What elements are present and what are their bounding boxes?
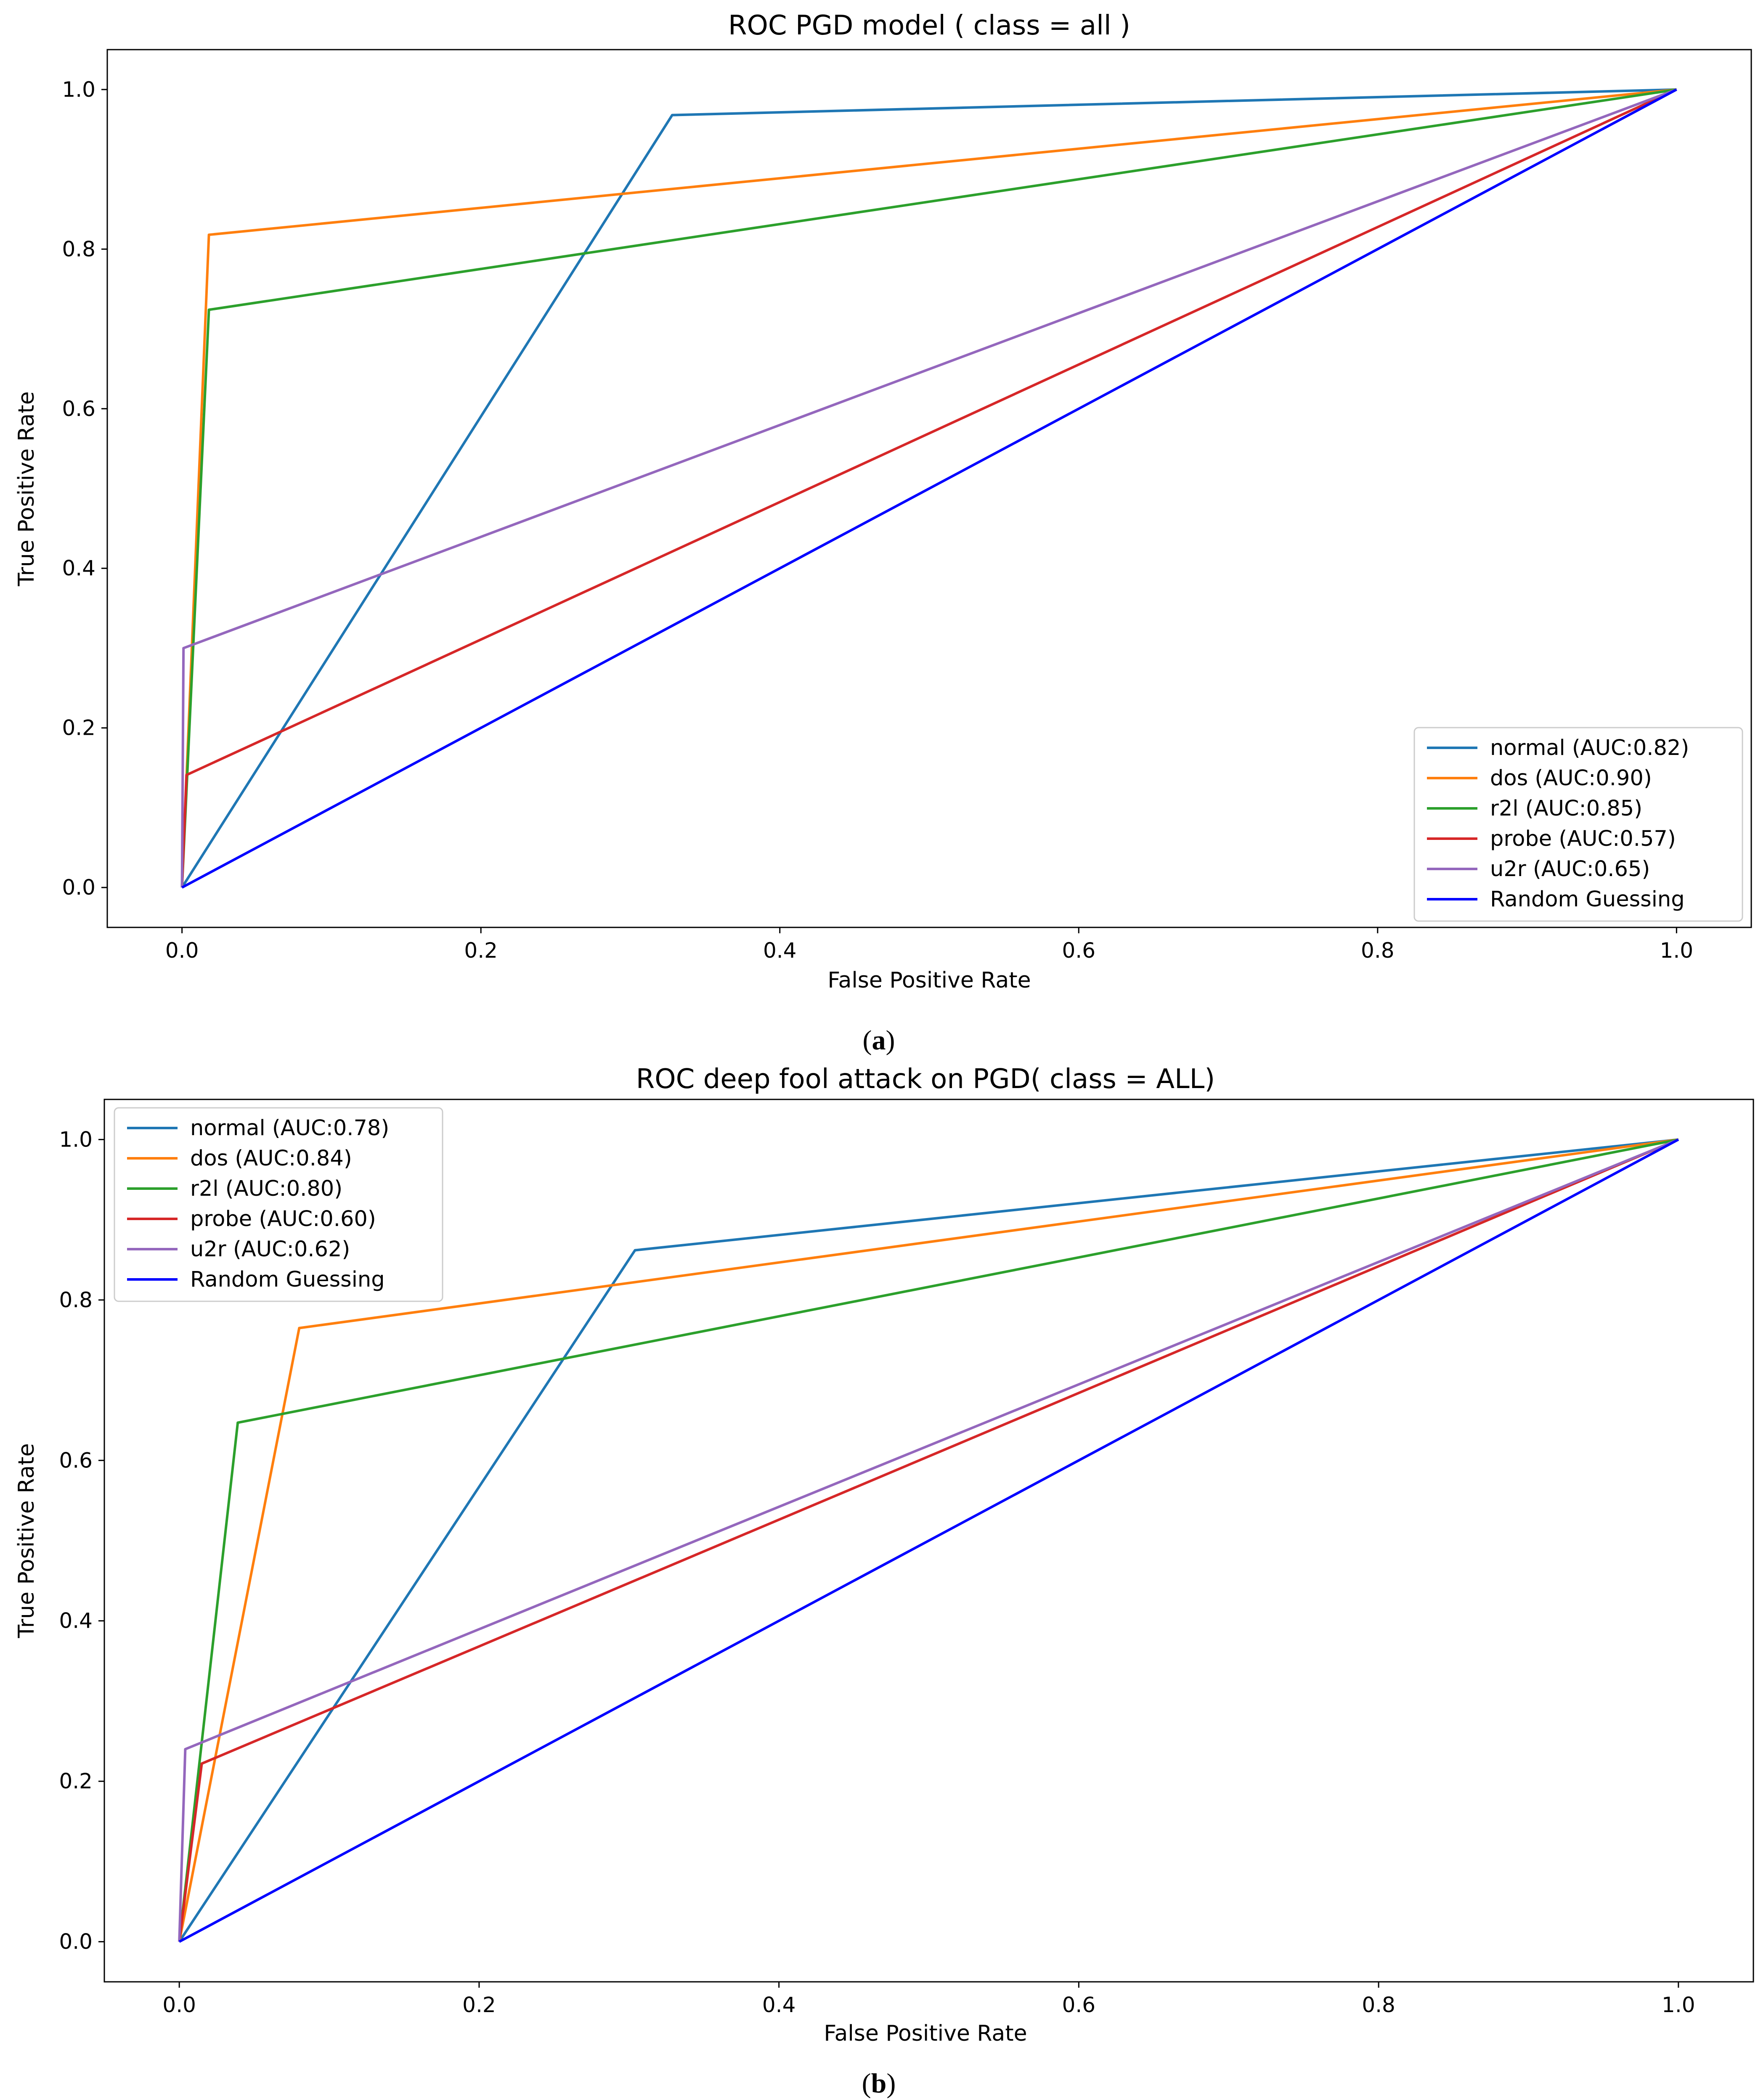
y-tick-label: 0.4: [59, 1609, 93, 1633]
series-line-1: [178, 1138, 1679, 1942]
y-tick-label: 0.4: [62, 556, 95, 580]
y-tick-label: 0.8: [59, 1288, 93, 1312]
y-tick-label: 1.0: [62, 77, 95, 102]
caption-close: ): [886, 2068, 896, 2099]
x-axis-ticks: 0.0 0.2 0.4 0.6 0.8 1.0: [162, 1982, 1695, 2017]
legend-label-0: normal (AUC:0.78): [190, 1116, 389, 1141]
legend-label-2: r2l (AUC:0.85): [1490, 796, 1642, 821]
y-axis-ticks: 0.0 0.2 0.4 0.6 0.8 1.0: [62, 77, 107, 900]
legend-frame: [1413, 727, 1743, 922]
y-tick-label: 0.2: [62, 716, 95, 740]
legend-label-1: dos (AUC:0.84): [190, 1146, 352, 1171]
series-line-5: [178, 1138, 1679, 1943]
legend: normal (AUC:0.82) dos (AUC:0.90) r2l (AUC:…: [1413, 727, 1743, 922]
legend-label-3: probe (AUC:0.60): [190, 1207, 376, 1231]
chart-title: ROC deep fool attack on PGD( class = ALL…: [636, 1064, 1215, 1095]
chart-title: ROC PGD model ( class = all ): [728, 10, 1130, 41]
legend-label-4: u2r (AUC:0.62): [190, 1237, 350, 1262]
caption-letter: b: [871, 2068, 887, 2099]
chart-panel-a: ROC PGD model ( class = all ) 0.0 0.2 0.4 0…: [14, 10, 1752, 1056]
x-tick-label: 0.6: [1062, 1993, 1096, 2017]
legend-label-0: normal (AUC:0.82): [1490, 736, 1689, 760]
legend: normal (AUC:0.78) dos (AUC:0.84) r2l (AUC:…: [114, 1107, 443, 1302]
series-line-5: [181, 88, 1677, 889]
x-axis-label: False Positive Rate: [827, 968, 1031, 993]
x-tick-label: 0.4: [762, 1993, 796, 2017]
legend-label-3: probe (AUC:0.57): [1490, 826, 1676, 851]
y-tick-label: 0.8: [62, 237, 95, 261]
x-tick-label: 0.4: [763, 938, 797, 963]
series-line-3: [180, 88, 1677, 888]
x-axis-label: False Positive Rate: [824, 2021, 1027, 2046]
x-tick-label: 0.8: [1362, 1993, 1395, 2017]
panel-caption: (a): [863, 1025, 895, 1056]
x-tick-label: 1.0: [1662, 1993, 1695, 2017]
legend-frame: [114, 1107, 443, 1302]
caption-open: (: [863, 1025, 872, 1056]
y-axis-label: True Positive Rate: [14, 1443, 39, 1638]
caption-open: (: [862, 2068, 871, 2099]
series-lines: [180, 88, 1677, 889]
series-line-2: [180, 88, 1677, 888]
legend-label-5: Random Guessing: [190, 1267, 385, 1292]
caption-letter: a: [872, 1025, 886, 1056]
y-tick-label: 0.6: [62, 397, 95, 421]
legend-label-2: r2l (AUC:0.80): [190, 1176, 342, 1201]
y-axis-ticks: 0.0 0.2 0.4 0.6 0.8 1.0: [59, 1127, 104, 1954]
y-tick-label: 0.0: [62, 875, 95, 900]
x-tick-label: 0.8: [1361, 938, 1395, 963]
panel-caption: (b): [862, 2068, 896, 2099]
plot-frame: [106, 49, 1752, 928]
legend-label-4: u2r (AUC:0.65): [1490, 857, 1650, 882]
y-tick-label: 0.6: [59, 1448, 93, 1472]
legend-label-1: dos (AUC:0.90): [1490, 766, 1652, 791]
series-lines: [178, 1138, 1679, 1943]
legend-label-5: Random Guessing: [1490, 887, 1685, 912]
y-tick-label: 1.0: [59, 1127, 93, 1152]
series-line-4: [178, 1138, 1679, 1942]
series-line-3: [178, 1138, 1679, 1942]
x-axis-ticks: 0.0 0.2 0.4 0.6 0.8 1.0: [165, 927, 1693, 963]
plot-area: 0.0 0.2 0.4 0.6 0.8 1.0 0.0 0.2 0.4 0.6 0.8 1.0: [59, 1099, 1754, 2017]
caption-close: ): [886, 1025, 895, 1056]
plot-area: 0.0 0.2 0.4 0.6 0.8 1.0 0.0 0.2 0.4 0.6 0.8 1.0: [62, 49, 1752, 963]
x-tick-label: 0.0: [162, 1993, 196, 2017]
series-line-0: [181, 88, 1677, 888]
x-tick-label: 0.0: [165, 938, 199, 963]
series-line-0: [178, 1138, 1679, 1943]
x-tick-label: 1.0: [1660, 938, 1694, 963]
x-tick-label: 0.6: [1062, 938, 1096, 963]
y-tick-label: 0.0: [59, 1930, 93, 1954]
series-line-4: [180, 88, 1677, 888]
x-tick-label: 0.2: [464, 938, 498, 963]
chart-panel-b: ROC deep fool attack on PGD( class = ALL…: [14, 1064, 1754, 2099]
plot-frame: [103, 1099, 1754, 1983]
y-axis-label: True Positive Rate: [14, 391, 39, 586]
y-tick-label: 0.2: [59, 1769, 93, 1793]
x-tick-label: 0.2: [462, 1993, 496, 2017]
series-line-2: [178, 1138, 1679, 1942]
